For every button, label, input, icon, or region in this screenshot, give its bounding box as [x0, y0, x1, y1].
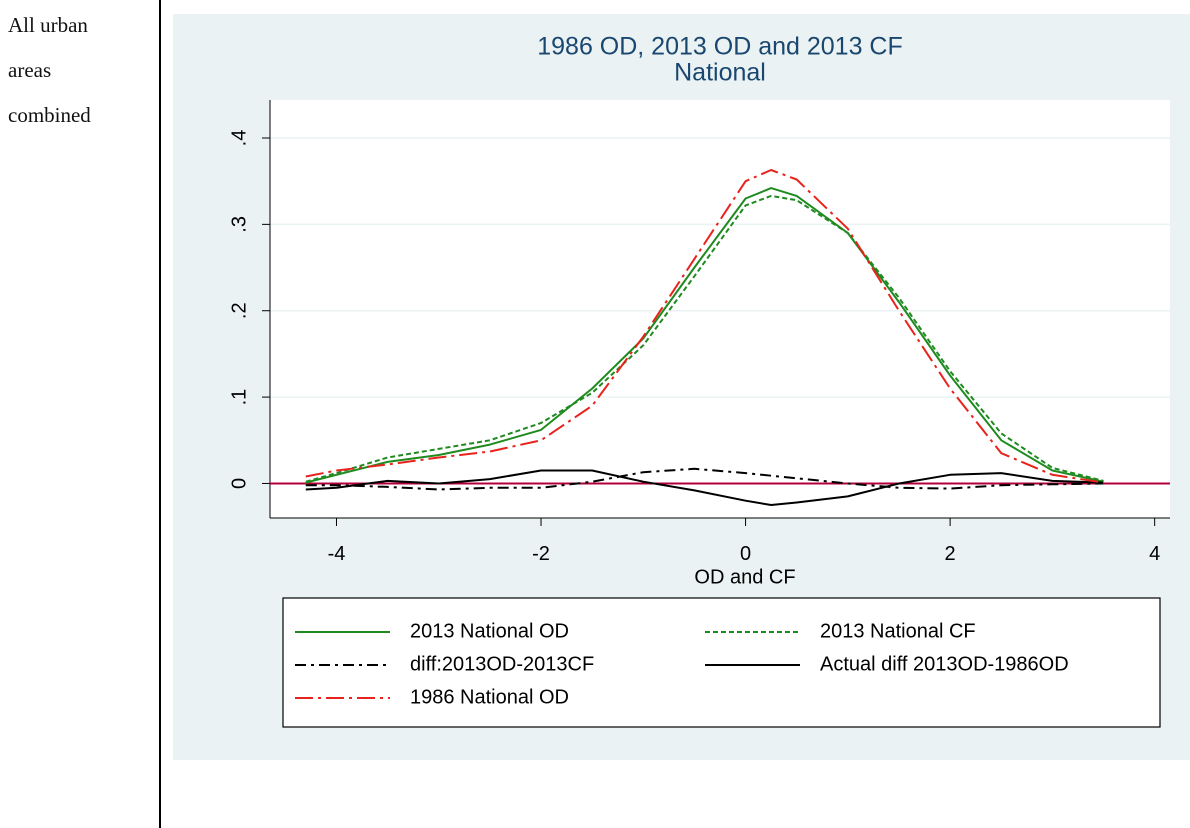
- x-tick-label: -2: [532, 543, 550, 565]
- legend-box: [282, 597, 1161, 728]
- series-line: [305, 194, 1104, 483]
- series-line: [305, 467, 1104, 491]
- y-tick-label: 0: [228, 478, 250, 489]
- legend: 2013 National OD 2013 National CF diff:201…: [282, 597, 1161, 728]
- y-tick-label: .2: [228, 302, 250, 319]
- legend-label: Actual diff 2013OD-1986OD: [820, 653, 1069, 675]
- y-tick-label: .3: [228, 216, 250, 233]
- series-line: [305, 169, 1104, 484]
- doc-text: combined: [8, 103, 91, 127]
- plot-area: [270, 100, 1170, 518]
- doc-text: areas: [8, 58, 51, 82]
- chart-subtitle: National: [674, 59, 766, 87]
- legend-label: 2013 National OD: [410, 620, 569, 642]
- x-axis-label: OD and CF: [694, 566, 795, 588]
- series-line: [305, 187, 1104, 484]
- y-tick-label: .4: [228, 130, 250, 147]
- chart-title: 1986 OD, 2013 OD and 2013 CF: [537, 33, 903, 61]
- x-tick-label: -4: [328, 543, 346, 565]
- series-line: [305, 469, 1104, 506]
- doc-text: All urban: [8, 13, 88, 37]
- legend-label: 2013 National CF: [820, 620, 976, 642]
- x-tick-label: 2: [945, 543, 956, 565]
- y-tick-label: .1: [228, 389, 250, 406]
- legend-label: diff:2013OD-2013CF: [410, 653, 594, 675]
- legend-label: 1986 National OD: [410, 686, 569, 708]
- x-tick-label: 4: [1149, 543, 1160, 565]
- x-tick-label: 0: [740, 543, 751, 565]
